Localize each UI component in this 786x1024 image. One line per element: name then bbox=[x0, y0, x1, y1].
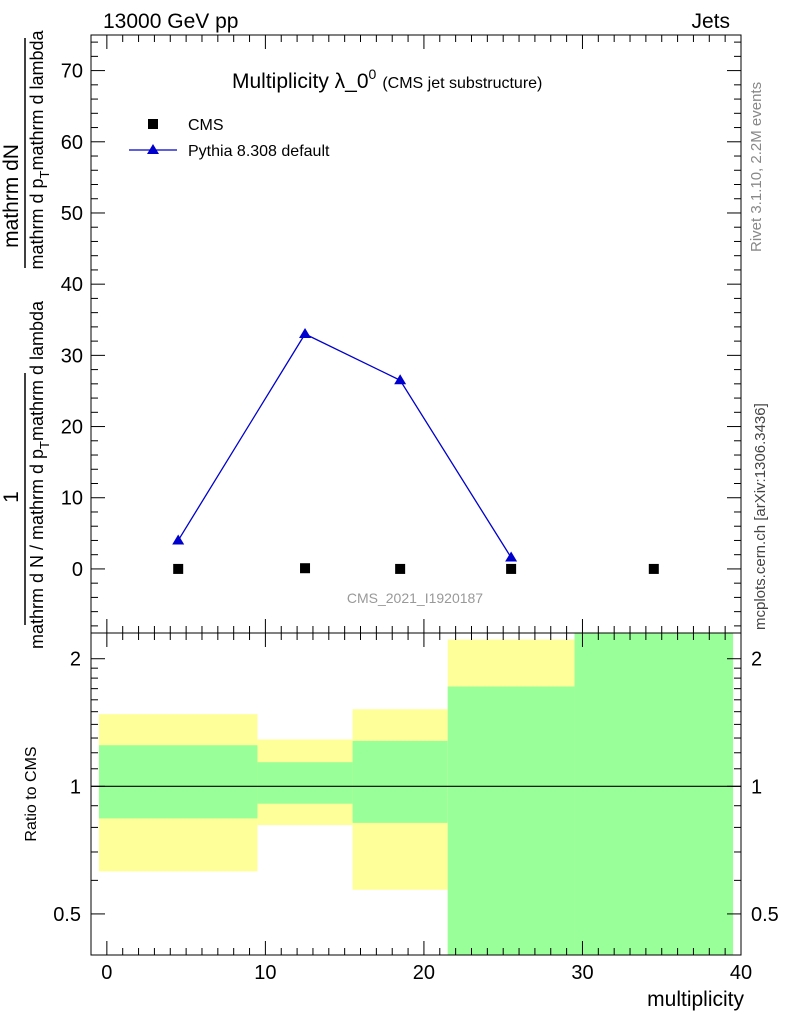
y-tick-label: 20 bbox=[61, 417, 83, 439]
legend-marker-cms bbox=[148, 119, 158, 129]
ratio-y-tick-label: 0.5 bbox=[53, 904, 81, 926]
ratio-band-inner bbox=[98, 745, 258, 819]
y-label-right-main: mathrm d p bbox=[27, 178, 47, 269]
ratio-y-axis-label: Ratio to CMS bbox=[23, 746, 40, 841]
main-y-axis-label: 1 mathrm dN mathrm d N / mathrm d pTmath… bbox=[0, 29, 52, 649]
y-tick-label: 30 bbox=[61, 345, 83, 367]
y-label-right-tail: mathrm d lambda bbox=[27, 29, 47, 170]
rivet-label: Rivet 3.1.10, 2.2M events bbox=[748, 82, 765, 252]
analysis-watermark: CMS_2021_I1920187 bbox=[347, 590, 483, 606]
y-label-denominator-sub: T bbox=[37, 441, 52, 449]
legend: CMS Pythia 8.308 default bbox=[129, 117, 330, 160]
data-point-pythia bbox=[505, 551, 518, 562]
legend-label-cms: CMS bbox=[188, 117, 224, 134]
legend-marker-pythia bbox=[147, 144, 159, 154]
x-axis-label: multiplicity bbox=[647, 988, 744, 1011]
chart-title-sup: 0 bbox=[369, 66, 377, 82]
x-tick-label: 0 bbox=[101, 962, 112, 984]
y-tick-label: 0 bbox=[72, 559, 83, 581]
data-point-pythia bbox=[172, 534, 185, 545]
chart-title-main: Multiplicity λ_0 bbox=[232, 70, 369, 93]
ratio-y-tick-label-right: 0.5 bbox=[751, 904, 779, 926]
data-point-pythia bbox=[299, 328, 312, 338]
y-label-numerator-one: 1 bbox=[0, 491, 23, 503]
y-label-denominator: mathrm d N / mathrm d pTmathrm d lambda bbox=[27, 300, 52, 649]
ratio-band-inner bbox=[352, 740, 448, 823]
y-tick-label: 40 bbox=[61, 274, 83, 296]
y-tick-label: 10 bbox=[61, 488, 83, 510]
x-tick-label: 40 bbox=[730, 962, 752, 984]
y-label-denominator-main: mathrm d N / mathrm d p bbox=[27, 449, 47, 649]
ratio-y-tick-label-right: 2 bbox=[751, 649, 762, 671]
ratio-band-inner bbox=[574, 633, 734, 955]
ratio-y-tick-label-right: 1 bbox=[751, 776, 762, 798]
header-left: 13000 GeV pp bbox=[103, 10, 238, 33]
y-label-numerator-top: mathrm dN bbox=[0, 144, 23, 248]
x-tick-label: 10 bbox=[254, 962, 276, 984]
x-tick-label: 20 bbox=[413, 962, 435, 984]
chart-title: Multiplicity λ_00 (CMS jet substructure) bbox=[232, 66, 542, 93]
header-right: Jets bbox=[691, 10, 730, 33]
ratio-band-inner bbox=[257, 762, 353, 804]
y-label-right-sub: T bbox=[37, 170, 52, 178]
ratio-y-tick-label: 1 bbox=[70, 776, 81, 798]
y-label-denominator-tail: mathrm d lambda bbox=[27, 300, 47, 441]
data-point-cms bbox=[173, 563, 184, 574]
data-point-cms bbox=[300, 563, 311, 574]
legend-label-pythia: Pythia 8.308 default bbox=[188, 143, 330, 160]
chart-title-sub: (CMS jet substructure) bbox=[382, 75, 542, 92]
mcplots-label: mcplots.cern.ch [arXiv:1306.3436] bbox=[752, 403, 769, 630]
y-tick-label: 70 bbox=[61, 61, 83, 83]
data-point-cms bbox=[395, 563, 406, 574]
y-label-numerator-d: mathrm d bbox=[0, 159, 23, 248]
data-point-pythia bbox=[394, 374, 407, 385]
ratio-band-inner bbox=[447, 686, 575, 955]
series-line-pythia bbox=[177, 333, 512, 558]
y-tick-label: 50 bbox=[61, 203, 83, 225]
ratio-plot-panel: 0.5 0.5 1 1 2 2 0 10 20 30 40 Ratio to CMS multip… bbox=[23, 632, 779, 1011]
y-tick-label: 60 bbox=[61, 132, 83, 154]
data-point-cms bbox=[648, 563, 659, 574]
ratio-plot-frame bbox=[90, 632, 742, 956]
x-tick-label: 30 bbox=[571, 962, 593, 984]
y-label-numerator-n: N bbox=[0, 144, 23, 159]
ratio-y-tick-label: 2 bbox=[70, 649, 81, 671]
data-point-cms bbox=[506, 563, 517, 574]
y-label-right-part: mathrm d pTmathrm d lambda bbox=[27, 29, 52, 269]
